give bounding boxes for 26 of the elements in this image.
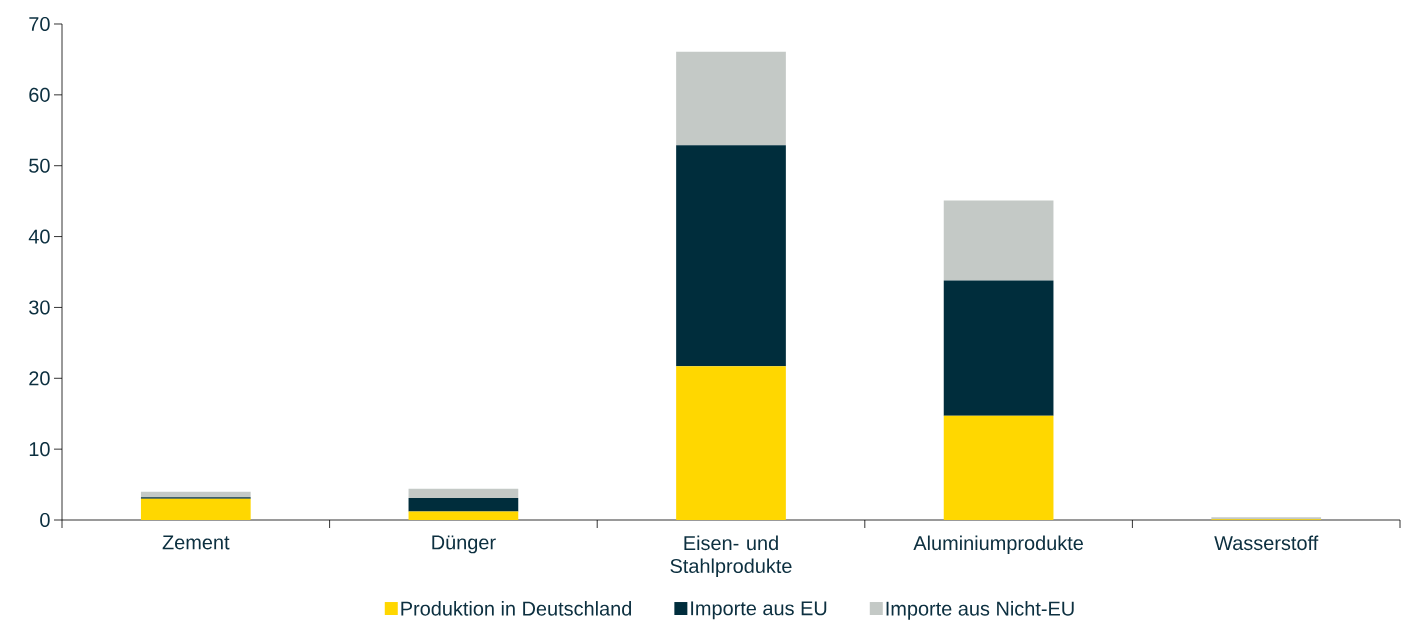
- y-tick-label: 10: [29, 442, 50, 457]
- x-tick-label: Zement: [162, 535, 230, 550]
- bar: [943, 200, 1054, 281]
- legend-label: Importe aus Nicht-EU: [886, 601, 1074, 620]
- bar: [943, 415, 1054, 520]
- y-tick-label: 40: [28, 229, 50, 244]
- y-tick-label: 60: [29, 87, 50, 102]
- x-tick-label: Eisen- und Stahlprodukte: [670, 535, 792, 578]
- legend-label: Produktion in Deutschland: [401, 601, 632, 616]
- x-tick-label: Wasserstoff: [1214, 535, 1319, 551]
- bar: [408, 488, 519, 499]
- bar: [676, 366, 786, 520]
- bar: [408, 511, 519, 520]
- y-tick-label: 50: [29, 158, 50, 173]
- x-tick-label: Aluminiumprodukte: [913, 535, 1083, 555]
- y-tick-label: 30: [29, 300, 50, 315]
- y-tick-label: 20: [29, 371, 50, 386]
- bar: [408, 498, 519, 512]
- y-tick-label: 70: [29, 16, 50, 32]
- bar: [676, 51, 786, 146]
- bar: [676, 145, 786, 367]
- bar: [140, 498, 251, 520]
- x-tick-label: Dünger: [432, 535, 496, 554]
- bar: [943, 280, 1054, 416]
- y-tick-label: 0: [40, 512, 50, 528]
- legend-label: Importe aus EU: [691, 601, 827, 620]
